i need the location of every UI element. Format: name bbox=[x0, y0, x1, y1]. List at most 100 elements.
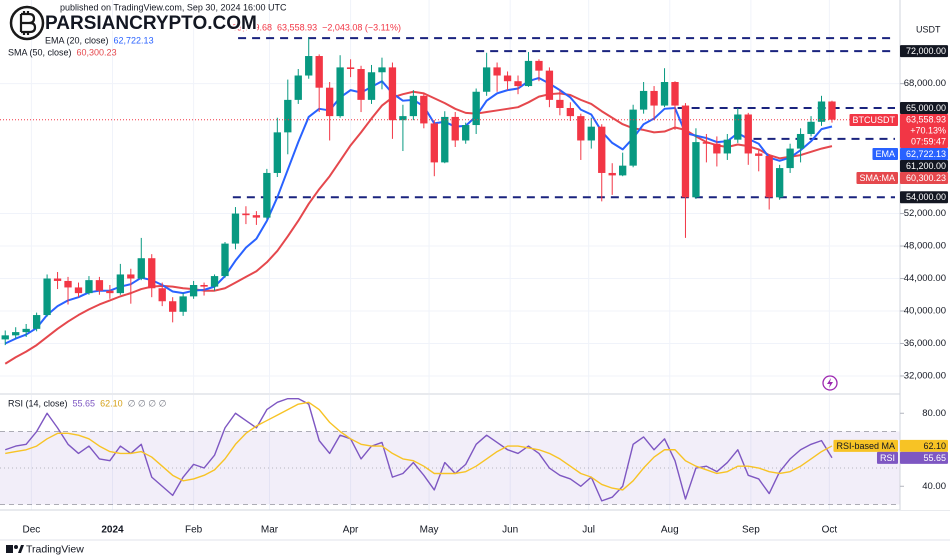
published-note: published on TradingView.com, Sep 30, 20… bbox=[60, 2, 287, 12]
plot bbox=[0, 37, 900, 502]
candle-body bbox=[294, 75, 302, 100]
last-price-change: +70.13% bbox=[910, 125, 946, 135]
candle-body bbox=[545, 70, 554, 100]
candle-body bbox=[598, 126, 606, 173]
legend-value: 55.65 bbox=[73, 398, 96, 408]
series-name-tag-bg bbox=[849, 113, 898, 126]
candle-body bbox=[273, 132, 281, 173]
series-value-badge bbox=[900, 147, 948, 160]
candle-body bbox=[367, 72, 376, 100]
watermark-text: PARSIANCRYPTO.COM bbox=[45, 13, 257, 34]
candle-body bbox=[74, 287, 83, 294]
candle-body bbox=[650, 90, 658, 106]
level-badge bbox=[900, 45, 948, 58]
candle-body bbox=[242, 213, 250, 216]
tradingview-logo: TradingView bbox=[6, 543, 84, 555]
candle-body bbox=[702, 142, 711, 144]
level-badge bbox=[900, 191, 948, 204]
candle-body bbox=[482, 67, 491, 92]
candle-body bbox=[399, 116, 407, 121]
candle-body bbox=[305, 56, 313, 76]
candle-body bbox=[231, 213, 240, 244]
candle-body bbox=[137, 258, 145, 279]
candle-body bbox=[493, 67, 501, 76]
legend-value: 62.10 bbox=[100, 398, 123, 408]
rsi-line bbox=[5, 401, 833, 491]
legend-name: SMA (50, close) bbox=[8, 47, 72, 57]
candle-body bbox=[514, 81, 522, 87]
series-value-badge bbox=[900, 451, 948, 464]
series-value-label: 62,722.13 bbox=[906, 149, 946, 159]
candle-body bbox=[462, 125, 470, 141]
series-name-tag: RSI bbox=[880, 453, 895, 463]
candle-body bbox=[409, 95, 418, 117]
x-tick-label: Aug bbox=[661, 525, 679, 536]
candle-body bbox=[43, 278, 51, 316]
candle-body bbox=[713, 143, 721, 154]
candle-body bbox=[64, 280, 72, 288]
candle-body bbox=[169, 301, 177, 312]
candle-body bbox=[587, 126, 595, 141]
level-badge-label: 65,000.00 bbox=[906, 103, 946, 113]
candle-body bbox=[85, 280, 93, 294]
candle-body bbox=[807, 121, 815, 134]
currency-label: USDT bbox=[916, 24, 941, 34]
last-price-label: 63,558.93 bbox=[906, 114, 946, 124]
level-badge-label: 54,000.00 bbox=[906, 192, 946, 202]
series-name-tag: SMA:MA bbox=[859, 173, 895, 183]
candle-body bbox=[336, 67, 344, 117]
y-tick-label: 52,000.00 bbox=[904, 208, 946, 219]
last-price-badge bbox=[900, 113, 948, 148]
candle-body bbox=[106, 290, 114, 294]
series-name-tag: RSI-based MA bbox=[836, 441, 895, 451]
candle-body bbox=[451, 116, 459, 141]
candle-body bbox=[378, 67, 386, 73]
level-badge-label: 61,200.00 bbox=[906, 161, 946, 171]
y-tick-label: 44,000.00 bbox=[904, 273, 946, 284]
header: published on TradingView.com, Sep 30, 20… bbox=[8, 2, 401, 408]
axis: Dec 2024 Feb Mar Apr May Jun Jul Aug Sep Oct 32,000… bbox=[22, 24, 948, 536]
series-name-tag-bg bbox=[856, 171, 898, 184]
candle-body bbox=[388, 67, 397, 121]
candle-body bbox=[252, 215, 261, 218]
x-tick-label: May bbox=[420, 525, 439, 536]
series-name-tag: EMA bbox=[875, 149, 895, 159]
x-tick-label: Feb bbox=[185, 525, 203, 536]
price-axis bbox=[900, 0, 950, 510]
x-tick-label: Dec bbox=[22, 525, 40, 536]
candle-body bbox=[221, 243, 229, 277]
candle-body bbox=[744, 114, 752, 154]
x-tick-label: Oct bbox=[822, 525, 838, 536]
watermark: PARSIANCRYPTO.COM bbox=[9, 5, 258, 41]
x-tick-label: 2024 bbox=[101, 525, 124, 536]
legend-value: 60,300.23 bbox=[77, 47, 117, 57]
candle-body bbox=[420, 95, 428, 124]
series-name-tag-bg bbox=[876, 451, 898, 464]
y-tick-label: 40,000.00 bbox=[904, 306, 946, 317]
x-tick-label: Jul bbox=[582, 525, 595, 536]
alert-bolt bbox=[827, 378, 833, 388]
candle-body bbox=[22, 328, 30, 333]
legend-name: RSI (14, close) bbox=[8, 398, 68, 408]
candle-body bbox=[828, 101, 836, 120]
candle-body bbox=[158, 288, 166, 302]
candle-body bbox=[629, 109, 637, 166]
y-tick-label: 68,000.00 bbox=[904, 78, 946, 89]
candle-body bbox=[1, 335, 9, 340]
candle-body bbox=[755, 153, 763, 156]
candle-body bbox=[315, 56, 323, 88]
candle-body bbox=[53, 278, 62, 281]
series-value-badge bbox=[900, 439, 948, 452]
x-tick-label: Jun bbox=[502, 525, 518, 536]
candle-body bbox=[671, 82, 679, 106]
legend-value: 62,722.13 bbox=[114, 35, 154, 45]
series-value-label: 55.65 bbox=[923, 453, 946, 463]
candle-body bbox=[577, 116, 585, 141]
y-tick-label: 40.00 bbox=[922, 481, 946, 492]
series-value-badge bbox=[900, 171, 948, 184]
y-tick-label: 36,000.00 bbox=[904, 338, 946, 349]
candle-body bbox=[556, 99, 564, 108]
logo-part bbox=[6, 545, 13, 553]
y-tick-label: 32,000.00 bbox=[904, 370, 946, 381]
level-badge-label: 72,000.00 bbox=[906, 46, 946, 56]
